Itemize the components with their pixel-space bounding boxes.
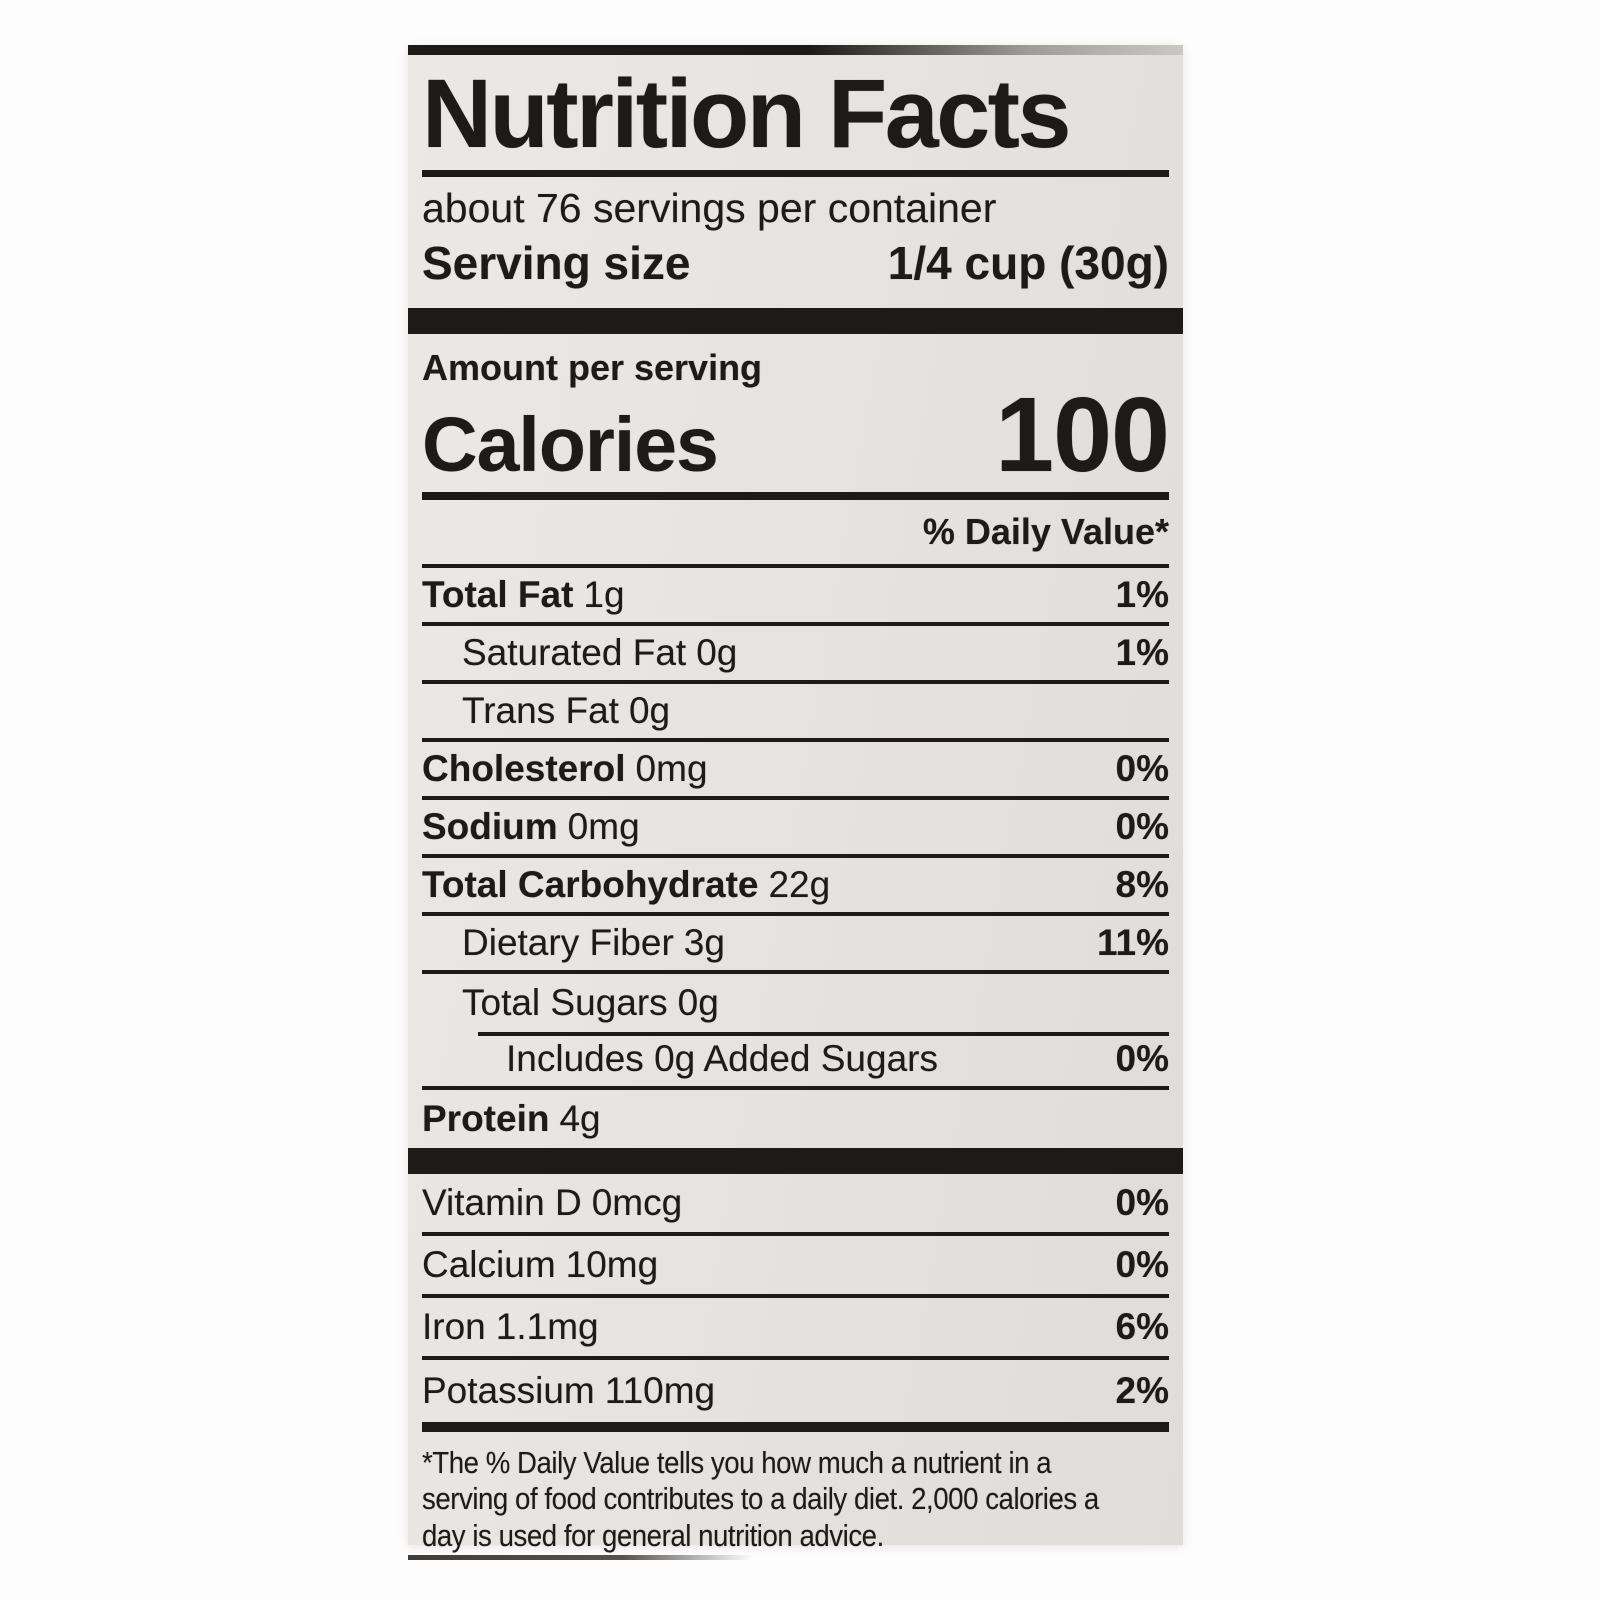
nutrient-row: Iron 1.1mg 6%: [422, 1298, 1169, 1360]
nutrient-text: Calcium 10mg: [422, 1244, 658, 1286]
nutrient-row: Vitamin D 0mcg 0%: [422, 1174, 1169, 1236]
servings-per-container: about 76 servings per container: [422, 185, 997, 231]
nutrient-amount: 0g: [696, 631, 738, 673]
section-divider-thick: [408, 1147, 1183, 1174]
nutrient-amount: 1.1mg: [495, 1305, 599, 1347]
calories-section: Calories 100: [422, 376, 1170, 495]
nutrient-name: Vitamin D: [422, 1181, 582, 1223]
nutrient-text: Vitamin D 0mcg: [422, 1182, 682, 1224]
nutrient-name: Iron: [422, 1305, 486, 1347]
nutrient-daily-value: 0%: [1115, 1181, 1169, 1223]
nutrient-text: Saturated Fat 0g: [422, 632, 737, 674]
nutrient-daily-value: 1%: [1115, 573, 1169, 615]
nutrient-amount: 0mg: [635, 747, 708, 789]
daily-value-header: % Daily Value*: [922, 510, 1169, 552]
nutrient-name: Includes 0g Added Sugars: [506, 1037, 938, 1079]
nutrient-amount: 0mg: [567, 805, 640, 847]
nutrient-name: Calcium: [422, 1243, 556, 1285]
nutrient-row: Trans Fat 0g: [422, 684, 1169, 742]
nutrient-row: Total Sugars 0g: [422, 974, 1169, 1032]
amount-per-serving-label: Amount per serving: [422, 347, 763, 389]
nutrient-daily-value: 0%: [1115, 747, 1169, 789]
calories-divider: [422, 491, 1169, 500]
nutrient-text: Total Fat 1g: [422, 574, 625, 616]
nutrient-text: Trans Fat 0g: [422, 690, 670, 732]
nutrient-row: Total Carbohydrate 22g 8%: [422, 858, 1169, 916]
section-divider-thick: [408, 308, 1183, 335]
nutrient-daily-value: 0%: [1115, 1037, 1169, 1079]
nutrient-row: Potassium 110mg 2%: [422, 1360, 1169, 1422]
daily-value-divider: [422, 563, 1169, 568]
label-title: Nutrition Facts: [422, 59, 1071, 168]
serving-size-label: Serving size: [422, 237, 691, 290]
nutrient-amount: 0mcg: [591, 1181, 683, 1223]
nutrient-text: Cholesterol 0mg: [422, 748, 708, 790]
nutrient-row: Cholesterol 0mg 0%: [422, 742, 1169, 800]
nutrient-text: Dietary Fiber 3g: [422, 922, 725, 964]
nutrient-text: Total Carbohydrate 22g: [422, 864, 830, 906]
nutrient-row: Saturated Fat 0g 1%: [422, 626, 1169, 684]
nutrient-amount: 0g: [677, 981, 719, 1023]
nutrient-daily-value: 2%: [1115, 1369, 1169, 1411]
calories-label: Calories: [422, 402, 719, 489]
nutrient-rows-section: Total Fat 1g 1% Saturated Fat 0g 1% Trans …: [422, 568, 1169, 1148]
nutrient-text: Potassium 110mg: [422, 1370, 715, 1412]
footnote-divider: [422, 1421, 1169, 1432]
micronutrient-rows-section: Vitamin D 0mcg 0% Calcium 10mg 0% Iron 1.1m…: [422, 1174, 1169, 1422]
nutrient-name: Cholesterol: [422, 747, 626, 789]
nutrient-row: Dietary Fiber 3g 11%: [422, 916, 1169, 974]
nutrient-row: Calcium 10mg 0%: [422, 1236, 1169, 1298]
nutrient-daily-value: 0%: [1115, 805, 1169, 847]
title-divider: [422, 170, 1169, 177]
label-bottom-border: [408, 1554, 887, 1560]
nutrient-daily-value: 6%: [1115, 1305, 1169, 1347]
nutrient-name: Total Carbohydrate: [422, 863, 759, 905]
nutrient-amount: 3g: [683, 921, 725, 963]
nutrient-amount: 0g: [628, 689, 671, 731]
nutrient-amount: 4g: [559, 1097, 601, 1139]
nutrient-text: Includes 0g Added Sugars: [422, 1038, 938, 1080]
nutrient-daily-value: 1%: [1115, 631, 1169, 673]
nutrient-amount: 22g: [768, 863, 831, 905]
nutrient-name: Total Fat: [422, 573, 574, 615]
nutrient-row: Protein 4g: [422, 1090, 1169, 1148]
daily-value-footnote: *The % Daily Value tells you how much a …: [422, 1444, 1099, 1554]
nutrient-name: Saturated Fat: [462, 631, 687, 673]
nutrient-name: Sodium: [422, 805, 558, 847]
nutrient-daily-value: 8%: [1115, 863, 1169, 905]
nutrient-name: Trans Fat: [462, 689, 619, 731]
nutrient-name: Total Sugars: [462, 981, 668, 1023]
nutrient-daily-value: 0%: [1115, 1243, 1169, 1285]
nutrient-row: Total Fat 1g 1%: [422, 568, 1169, 626]
label-top-border: [408, 45, 1183, 55]
nutrient-text: Total Sugars 0g: [422, 982, 719, 1024]
nutrient-text: Sodium 0mg: [422, 806, 640, 848]
nutrient-name: Potassium: [422, 1369, 595, 1411]
nutrient-amount: 10mg: [565, 1243, 659, 1285]
nutrient-daily-value: 11%: [1096, 921, 1169, 963]
nutrient-name: Dietary Fiber: [462, 921, 674, 963]
serving-size-value: 1/4 cup (30g): [887, 237, 1169, 290]
nutrient-name: Protein: [422, 1097, 550, 1139]
nutrient-text: Protein 4g: [422, 1098, 601, 1140]
nutrient-amount: 110mg: [604, 1369, 716, 1411]
nutrient-text: Iron 1.1mg: [422, 1306, 599, 1348]
nutrient-amount: 1g: [583, 573, 625, 615]
nutrition-facts-label: Nutrition Facts about 76 servings per co…: [408, 45, 1183, 1560]
nutrient-row: Sodium 0mg 0%: [422, 800, 1169, 858]
serving-size-row: Serving size 1/4 cup (30g): [422, 236, 1169, 308]
calories-value: 100: [995, 376, 1170, 495]
nutrient-row: Includes 0g Added Sugars 0%: [422, 1031, 1169, 1090]
